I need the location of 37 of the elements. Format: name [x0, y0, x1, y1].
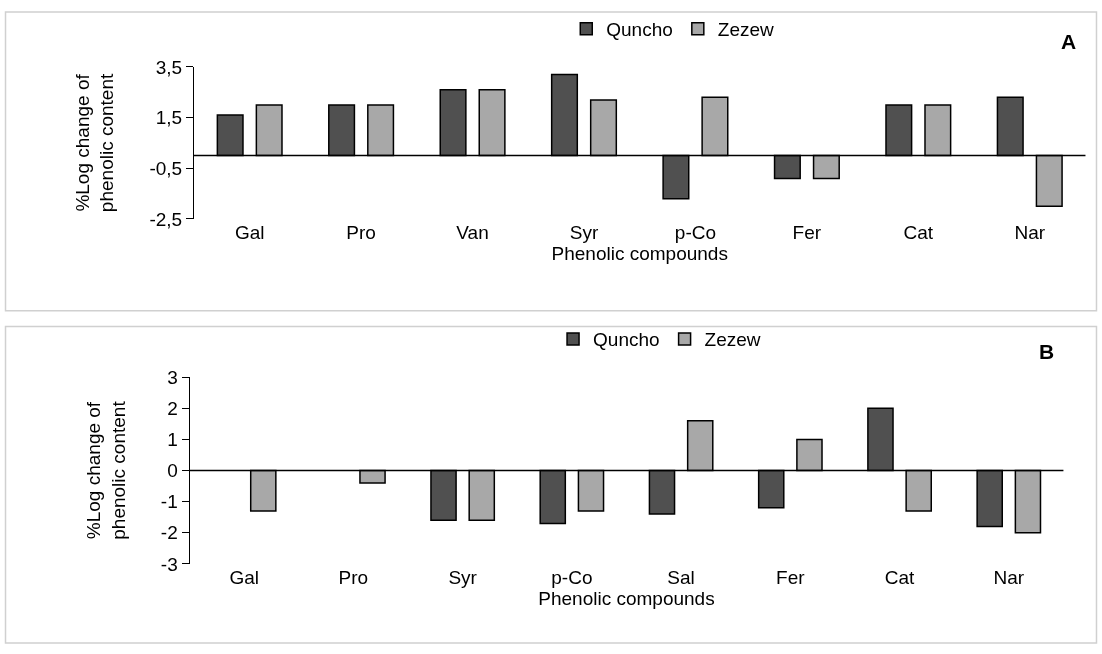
x-tick-label: Gal [229, 566, 259, 588]
legend-label: Zezew [717, 19, 775, 41]
x-tick-label: p-Co [674, 221, 717, 243]
y-tick-label: 2 [167, 397, 178, 419]
x-tick-label: Cat [903, 221, 934, 243]
x-tick-label: Gal [234, 221, 265, 243]
y-axis-title: %Log change of phenolic content [71, 73, 118, 213]
legend-label: Quncho [606, 19, 673, 41]
x-tick-label: Fer [776, 566, 806, 588]
x-tick-label: Fer [792, 221, 822, 243]
x-tick-label: Pro [338, 566, 369, 588]
y-tick-label: -3 [160, 553, 178, 575]
x-tick-label: Nar [993, 566, 1025, 588]
legend-label: Quncho [593, 329, 660, 351]
x-tick-label: Syr [448, 566, 478, 588]
x-tick-label: Van [456, 221, 489, 243]
x-tick-label: Syr [569, 221, 599, 243]
y-tick-label: -0,5 [149, 157, 183, 179]
legend-label: Zezew [704, 329, 761, 351]
y-tick-label: 3 [167, 366, 178, 388]
y-tick-label: 1,5 [155, 107, 183, 129]
x-tick-label: p-Co [551, 566, 593, 588]
y-tick-label: -1 [160, 491, 178, 513]
y-tick-label: 1 [167, 429, 178, 451]
x-tick-label: Pro [346, 221, 376, 243]
y-tick-label: -2,5 [149, 208, 183, 230]
x-axis-title: Phenolic compounds [538, 587, 715, 609]
x-tick-label: Nar [1014, 221, 1046, 243]
x-tick-label: Cat [884, 566, 916, 588]
y-tick-label: 0 [167, 460, 178, 482]
y-axis-title: %Log change of phenolic content [82, 400, 129, 540]
y-tick-label: 3,5 [155, 56, 183, 78]
x-axis-title: Phenolic compounds [551, 242, 728, 264]
x-tick-label: Sal [667, 566, 695, 588]
y-tick-label: -2 [160, 522, 178, 544]
text: A [1061, 30, 1077, 53]
text: B [1039, 340, 1055, 363]
